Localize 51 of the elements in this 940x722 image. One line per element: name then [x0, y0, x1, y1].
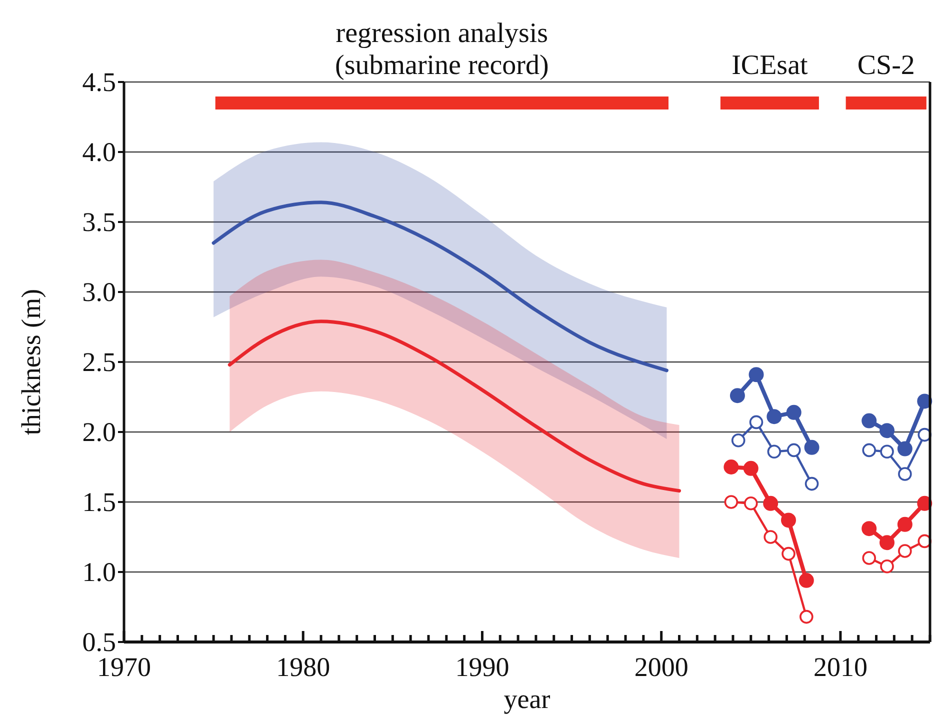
point	[731, 434, 746, 448]
y-axis-title: thickness (m)	[16, 288, 46, 436]
annotation: regression analysis (submarine record)	[335, 18, 549, 81]
line-series	[212, 200, 668, 372]
point	[724, 460, 739, 474]
point	[880, 560, 894, 574]
point	[749, 415, 764, 430]
x-tick-label: 2000	[634, 652, 688, 682]
annotation: CS-2	[857, 50, 915, 81]
point	[804, 476, 819, 491]
point	[862, 413, 877, 428]
y-tick-label: 1.5	[82, 487, 116, 517]
point	[781, 512, 796, 528]
point	[748, 367, 764, 382]
x-axis-title: year	[504, 684, 550, 714]
point	[800, 610, 814, 624]
x-tick-label: 1980	[276, 652, 330, 682]
point	[786, 404, 802, 420]
point	[767, 444, 782, 458]
point	[897, 516, 912, 532]
point	[744, 496, 758, 510]
y-tick-label: 1.0	[82, 557, 116, 587]
y-tick-label: 4.0	[82, 137, 116, 167]
line-series	[228, 320, 681, 493]
point	[880, 535, 895, 550]
point	[763, 496, 778, 511]
x-tick-label: 2010	[813, 652, 868, 682]
y-tick-label: 2.0	[82, 417, 116, 447]
y-tick-label: 2.5	[82, 347, 116, 377]
point	[897, 441, 912, 456]
point	[862, 551, 876, 565]
point	[798, 572, 814, 588]
point	[743, 460, 758, 476]
y-tick-label: 4.5	[82, 67, 116, 97]
y-tick-label: 3.5	[82, 207, 116, 237]
point	[880, 423, 895, 438]
point	[804, 440, 820, 455]
point	[880, 444, 894, 458]
annotation: ICEsat	[732, 50, 808, 81]
point	[764, 530, 778, 544]
y-tick-label: 3.0	[82, 277, 116, 307]
point	[730, 388, 745, 404]
x-tick-label: 1990	[455, 652, 510, 682]
point	[898, 544, 912, 558]
point	[862, 443, 876, 458]
point	[782, 546, 796, 561]
point	[786, 443, 801, 458]
point	[862, 521, 877, 536]
point	[724, 495, 738, 509]
point	[898, 467, 912, 481]
point	[766, 409, 782, 424]
